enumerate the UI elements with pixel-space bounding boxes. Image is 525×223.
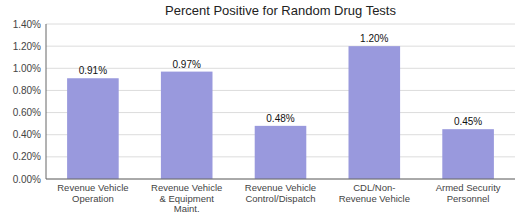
y-tick-label: 1.40% [13, 19, 41, 30]
x-axis-line [46, 179, 515, 180]
y-tick-label: 0.00% [13, 174, 41, 185]
grid [46, 24, 515, 179]
chart-title: Percent Positive for Random Drug Tests [165, 3, 396, 18]
y-tick-label: 1.20% [13, 41, 41, 52]
y-axis-line [46, 24, 47, 179]
y-tick-label: 0.40% [13, 129, 41, 140]
data-label: 0.48% [266, 113, 294, 124]
y-tick-label: 0.20% [13, 151, 41, 162]
x-tick-label: Revenue Vehicle& EquipmentMaint. [151, 182, 222, 214]
x-tick-label: CDL/Non-Revenue Vehicle [339, 182, 410, 204]
data-label: 1.20% [360, 33, 388, 44]
grid-line [46, 46, 515, 47]
y-tick-label: 0.60% [13, 107, 41, 118]
chart-container: Percent Positive for Random Drug Tests 0.… [0, 0, 525, 223]
bar [255, 126, 307, 179]
y-tick-label: 0.80% [13, 85, 41, 96]
grid-line [46, 24, 515, 25]
bar [67, 78, 119, 179]
data-label: 0.45% [454, 116, 482, 127]
grid-line [46, 68, 515, 69]
grid-line [46, 179, 515, 180]
bar [349, 46, 401, 179]
x-tick-label: Revenue VehicleOperation [57, 182, 128, 204]
bar [442, 129, 494, 179]
x-tick-label: Revenue VehicleControl/Dispatch [245, 182, 316, 204]
y-tick-label: 1.00% [13, 63, 41, 74]
x-tick-label: Armed SecurityPersonnel [436, 182, 501, 204]
chart-svg: Percent Positive for Random Drug Tests 0.… [0, 0, 525, 223]
data-label: 0.91% [79, 65, 107, 76]
bars [67, 46, 494, 179]
data-label: 0.97% [173, 59, 201, 70]
bar [161, 72, 213, 179]
